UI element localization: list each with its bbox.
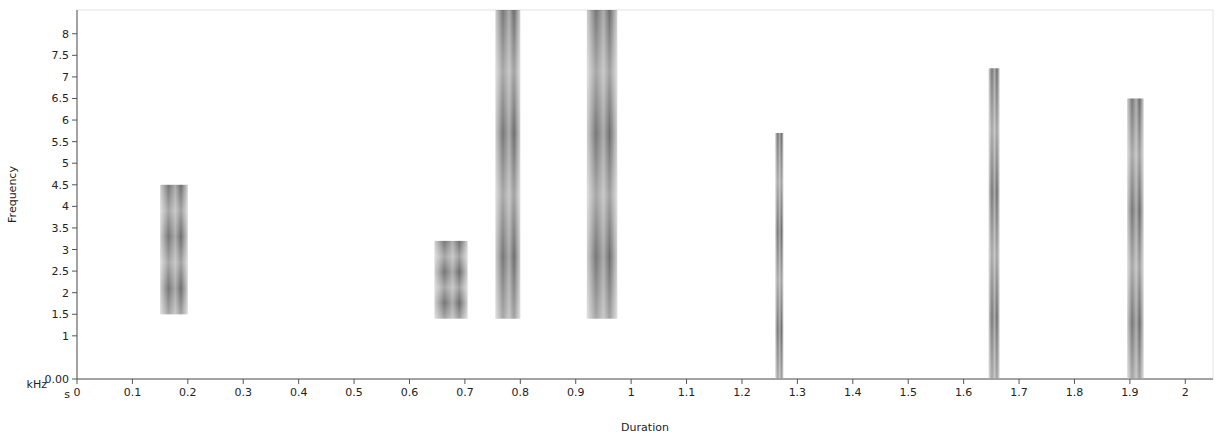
y-tick <box>72 163 77 164</box>
x-tick <box>409 379 410 384</box>
plot-frame <box>77 10 1213 379</box>
x-tick <box>908 379 909 384</box>
y-tick <box>72 141 77 142</box>
sound-event <box>495 10 520 319</box>
x-tick-label: 1.3 <box>789 386 807 399</box>
x-tick <box>631 379 632 384</box>
y-tick-label: 1.5 <box>52 308 70 321</box>
event-texture <box>989 68 1000 379</box>
y-tick <box>72 55 77 56</box>
chart: 0 0.1 0.2 0.3 0.4 0.5 0.6 0.7 0.8 0.9 1 1.1 1.2 1.3 1.… <box>0 0 1228 439</box>
y-tick-label: 2 <box>62 287 69 300</box>
y-tick <box>72 379 77 380</box>
sound-event <box>989 68 1000 379</box>
x-tick-label: 1 <box>628 386 635 399</box>
y-tick-label: 3.5 <box>52 222 70 235</box>
sound-event <box>160 185 188 314</box>
y-tick-label: 7.5 <box>52 49 70 62</box>
y-tick-label: 7 <box>62 71 69 84</box>
x-tick-label: 0.2 <box>179 386 197 399</box>
x-tick-label: 0.6 <box>401 386 419 399</box>
y-tick <box>72 271 77 272</box>
x-tick-label: 0.7 <box>456 386 474 399</box>
x-tick <box>797 379 798 384</box>
y-tick-label: 2.5 <box>52 265 70 278</box>
x-tick-label: 1.1 <box>678 386 696 399</box>
y-tick <box>72 335 77 336</box>
x-tick <box>354 379 355 384</box>
x-unit: s <box>64 388 70 401</box>
event-texture <box>775 133 783 379</box>
x-tick-label: 1.2 <box>733 386 751 399</box>
y-tick <box>72 292 77 293</box>
y-tick <box>72 314 77 315</box>
x-tick-label: 0.8 <box>512 386 530 399</box>
x-tick <box>243 379 244 384</box>
x-tick-label: 1.9 <box>1121 386 1139 399</box>
y-tick <box>72 249 77 250</box>
x-tick <box>298 379 299 384</box>
x-tick <box>187 379 188 384</box>
events <box>160 10 1144 379</box>
sound-event <box>587 10 617 319</box>
event-texture <box>160 185 188 314</box>
sound-event <box>434 241 467 319</box>
y-tick-label: 3 <box>62 244 69 257</box>
x-tick <box>132 379 133 384</box>
y-tick-label: 8 <box>62 28 69 41</box>
x-tick <box>741 379 742 384</box>
y-axis <box>77 10 78 379</box>
x-tick <box>1185 379 1186 384</box>
y-tick <box>72 206 77 207</box>
y-tick-label: 5.5 <box>52 136 70 149</box>
y-tick <box>72 98 77 99</box>
x-tick-label: 0.4 <box>290 386 308 399</box>
x-tick-label: 0.3 <box>234 386 252 399</box>
y-tick <box>72 227 77 228</box>
y-tick-label: 5 <box>62 157 69 170</box>
x-tick <box>520 379 521 384</box>
x-tick <box>852 379 853 384</box>
x-axis <box>77 379 1213 380</box>
y-unit: kHz <box>27 378 48 391</box>
y-tick-label: 1 <box>62 330 69 343</box>
x-tick-label: 2 <box>1182 386 1189 399</box>
x-tick <box>1129 379 1130 384</box>
y-tick <box>72 33 77 34</box>
event-texture <box>1127 98 1144 379</box>
x-tick <box>575 379 576 384</box>
sound-event <box>1127 98 1144 379</box>
y-tick-label: 6.5 <box>52 92 70 105</box>
x-tick <box>963 379 964 384</box>
y-tick-label: 0.00 <box>45 373 70 386</box>
sound-event <box>775 133 783 379</box>
event-texture <box>495 10 520 319</box>
x-tick-label: 1.7 <box>1010 386 1028 399</box>
x-tick <box>464 379 465 384</box>
x-tick-label: 1.6 <box>955 386 973 399</box>
y-tick-label: 4.5 <box>52 179 70 192</box>
x-tick-label: 0.1 <box>124 386 142 399</box>
x-tick-label: 1.4 <box>844 386 862 399</box>
x-tick-label: 1.8 <box>1066 386 1084 399</box>
x-tick-label: 1.5 <box>899 386 917 399</box>
event-texture <box>434 241 467 319</box>
x-tick-label: 0.5 <box>345 386 363 399</box>
x-tick <box>686 379 687 384</box>
x-tick-label: 0.9 <box>567 386 585 399</box>
y-tick-label: 6 <box>62 114 69 127</box>
y-axis-title: Frequency <box>6 166 19 223</box>
x-tick <box>1019 379 1020 384</box>
y-tick <box>72 184 77 185</box>
y-tick <box>72 76 77 77</box>
x-tick <box>1074 379 1075 384</box>
x-tick-label: 0 <box>74 386 81 399</box>
x-axis-title: Duration <box>621 421 669 434</box>
y-tick-label: 4 <box>62 200 69 213</box>
y-tick <box>72 120 77 121</box>
x-tick <box>77 379 78 384</box>
event-texture <box>587 10 617 319</box>
